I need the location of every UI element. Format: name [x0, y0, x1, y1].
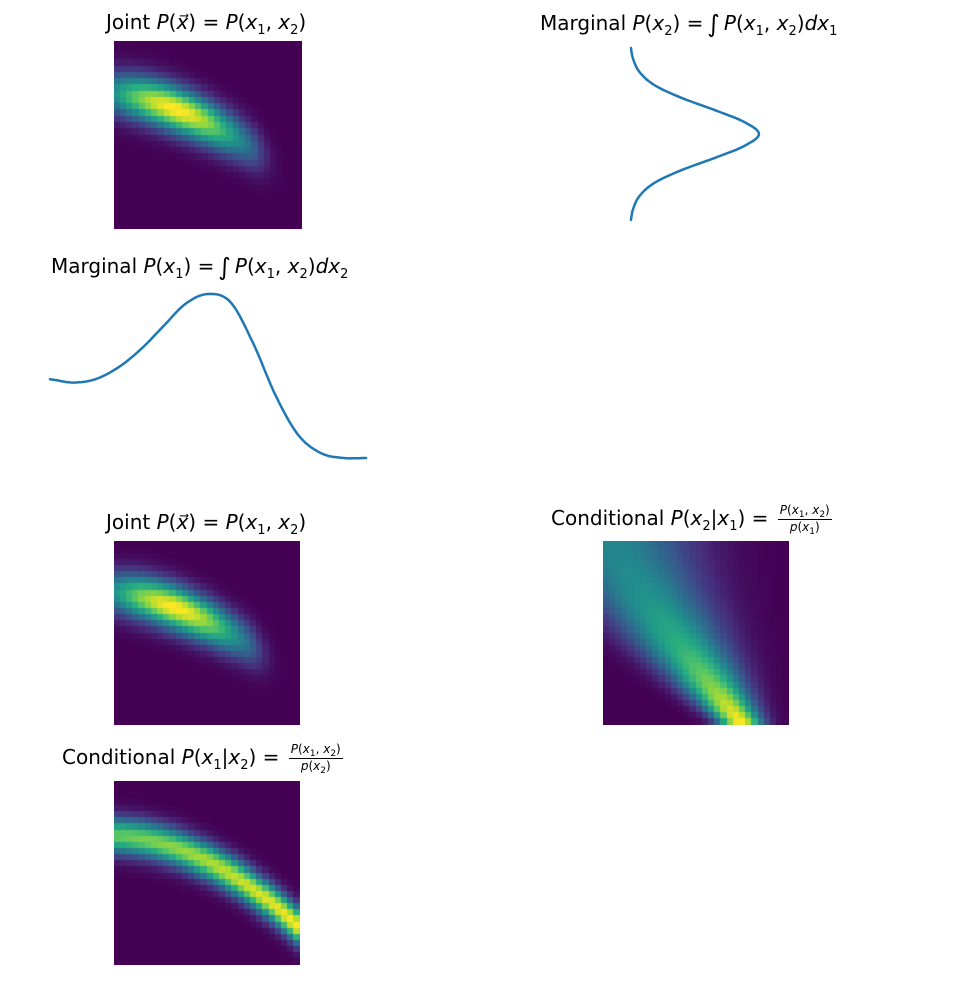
conditional-x1-given-x2-heatmap: [114, 781, 300, 965]
title-marginal-x2: Marginal P(x2) = ∫ P(x1, x2)dx1: [540, 10, 838, 39]
conditional-x2-given-x1-heatmap: [603, 541, 789, 725]
title-conditional-x2-given-x1: Conditional P(x2|x1) = P(x1, x2) p(x1): [551, 503, 832, 537]
marginal-x1-line-plot: [48, 292, 368, 460]
joint-heatmap-bottom: [114, 541, 300, 725]
marginal-x1-curve: [48, 292, 368, 460]
title-joint-top: Joint P(x⃗) = P(x1, x2): [106, 10, 307, 38]
title-joint-bottom: Joint P(x⃗) = P(x1, x2): [106, 510, 307, 538]
joint-heatmap-top: [114, 41, 302, 229]
marginal-x2-line-plot: [629, 46, 761, 222]
marginal-x2-curve: [629, 46, 761, 222]
title-marginal-x1: Marginal P(x1) = ∫ P(x1, x2)dx2: [51, 253, 349, 282]
title-conditional-x1-given-x2: Conditional P(x1|x2) = P(x1, x2) p(x2): [62, 742, 343, 776]
